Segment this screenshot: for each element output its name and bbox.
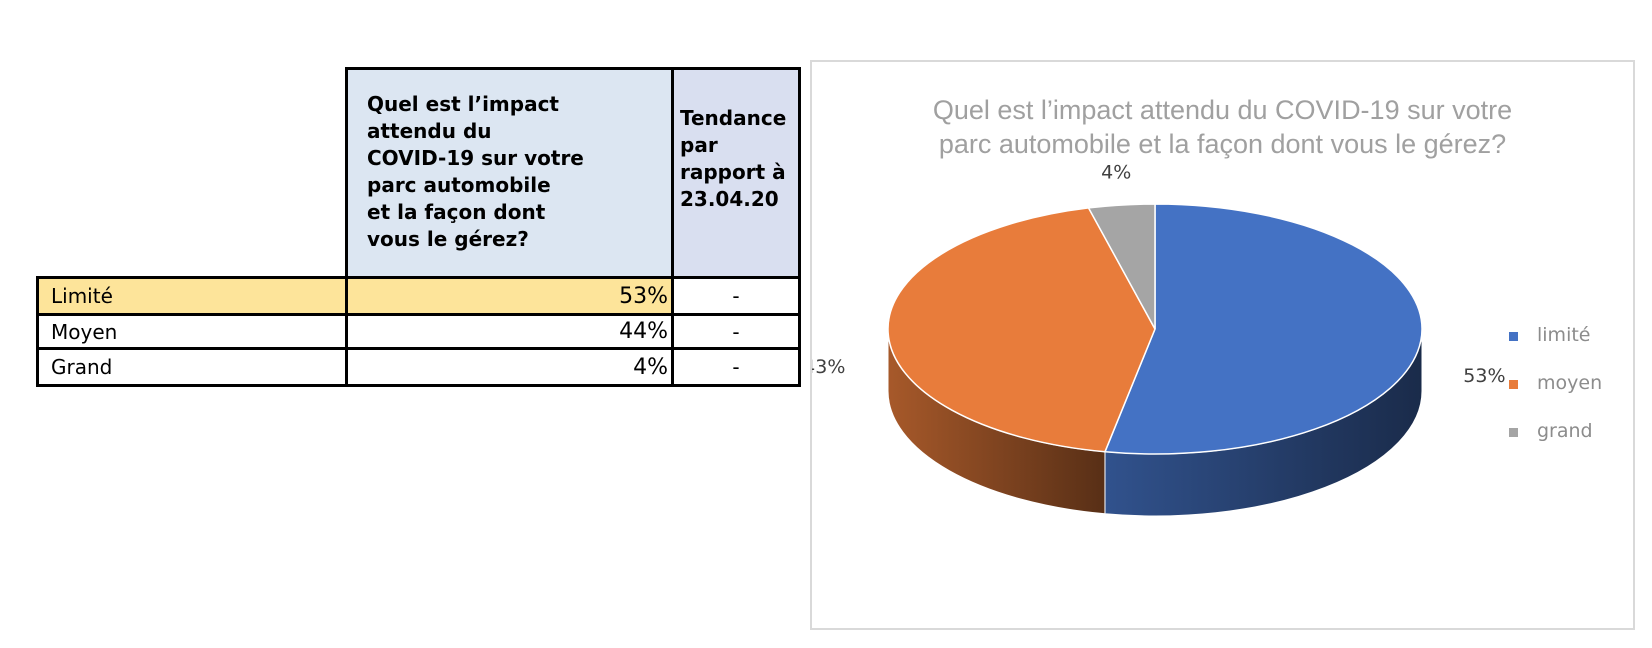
chart-title-line: Quel est l’impact attendu du COVID-19 su… <box>932 95 1513 125</box>
row-trend-grand: - <box>671 347 801 387</box>
legend-item-grand: grand <box>1509 420 1629 442</box>
legend-label-moyen: moyen <box>1537 372 1603 394</box>
question-line: et la façon dont <box>367 200 546 224</box>
row-value-grand: 4% <box>345 347 674 387</box>
pie-slice-limite <box>1103 203 1423 455</box>
legend-key-moyen <box>1509 380 1518 389</box>
data-label-moyen: 43% <box>812 356 845 378</box>
legend-item-limite: limité <box>1509 324 1629 346</box>
trend-line: rapport à <box>680 160 786 184</box>
question-line: Quel est l’impact <box>367 92 559 116</box>
trend-line: Tendance <box>680 106 787 130</box>
question-line: parc automobile <box>367 173 551 197</box>
row-trend-moyen: - <box>671 313 801 350</box>
pie-slice-grand <box>1087 203 1156 330</box>
pie-slice-moyen <box>887 207 1156 453</box>
question-header: Quel est l’impact attendu du COVID-19 su… <box>345 67 674 279</box>
row-value-moyen: 44% <box>345 313 674 350</box>
data-label-grand: 4% <box>1101 162 1131 184</box>
pie-chart-panel: Quel est l’impact attendu du COVID-19 su… <box>810 60 1635 630</box>
row-value-limite: 53% <box>345 276 674 316</box>
trend-line: 23.04.20 <box>680 187 779 211</box>
question-line: attendu du <box>367 119 492 143</box>
data-label-limite: 53% <box>1463 365 1505 387</box>
chart-title-line: parc automobile et la façon dont vous le… <box>938 129 1507 159</box>
legend-label-grand: grand <box>1537 420 1593 442</box>
legend-key-grand <box>1509 428 1518 437</box>
legend-label-limite: limité <box>1537 324 1591 346</box>
legend-key-limite <box>1509 332 1518 341</box>
pie-chart: 53% 43% 4% <box>812 162 1506 517</box>
trend-header: Tendance par rapport à 23.04.20 <box>671 67 801 279</box>
row-label-moyen: Moyen <box>36 313 348 350</box>
chart-title: Quel est l’impact attendu du COVID-19 su… <box>812 93 1633 161</box>
row-label-limite: Limité <box>36 276 348 316</box>
row-trend-limite: - <box>671 276 801 316</box>
trend-line: par <box>680 133 718 157</box>
row-label-grand: Grand <box>36 347 348 387</box>
question-line: COVID-19 sur votre <box>367 146 584 170</box>
question-line: vous le gérez? <box>367 227 529 251</box>
legend-item-moyen: moyen <box>1509 372 1629 394</box>
